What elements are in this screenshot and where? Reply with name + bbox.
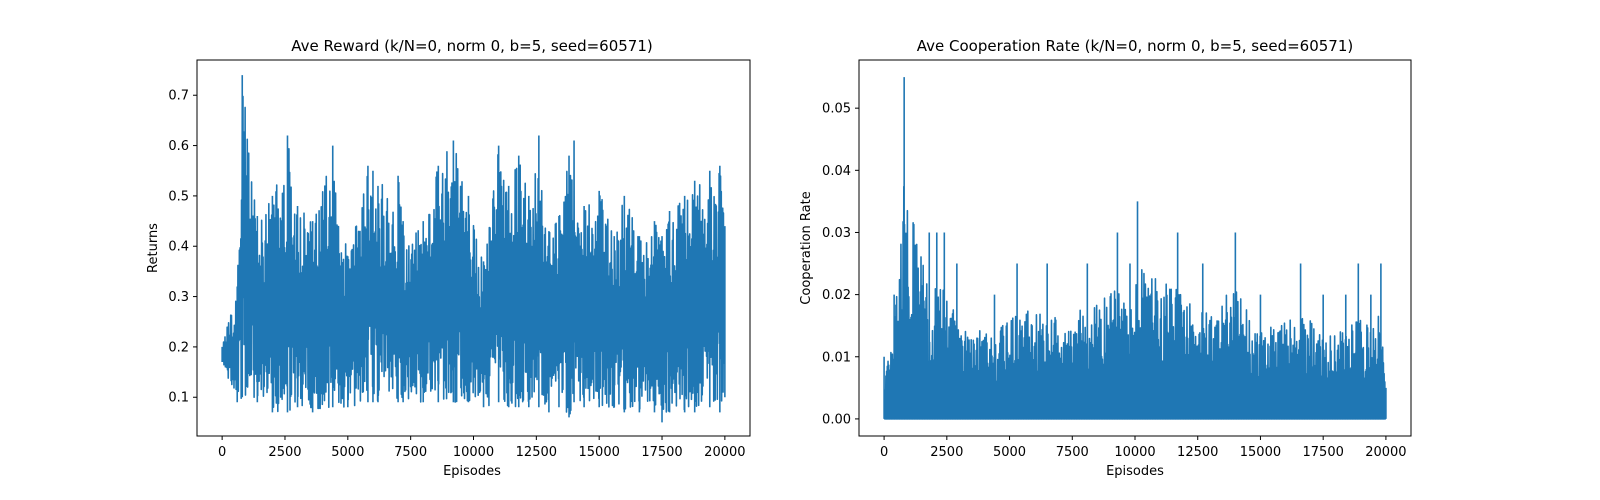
reward-x-tick-label: 2500: [268, 445, 301, 460]
cooperation-chart-title: Ave Cooperation Rate (k/N=0, norm 0, b=5…: [917, 37, 1353, 55]
cooperation-y-axis-label: Cooperation Rate: [799, 191, 814, 304]
cooperation-x-tick-label: 20000: [1365, 445, 1406, 460]
cooperation-series: [883, 77, 1387, 420]
reward-series: [221, 75, 726, 423]
cooperation-x-tick-label: 2500: [930, 445, 963, 460]
reward-chart-title: Ave Reward (k/N=0, norm 0, b=5, seed=605…: [291, 37, 653, 55]
reward-x-tick-label: 15000: [579, 445, 620, 460]
cooperation-x-tick-label: 10000: [1114, 445, 1155, 460]
cooperation-x-tick-label: 17500: [1303, 445, 1344, 460]
cooperation-x-axis-label: Episodes: [1106, 464, 1164, 479]
reward-chart: Ave Reward (k/N=0, norm 0, b=5, seed=605…: [146, 37, 751, 479]
cooperation-x-axis: 0 2500 5000 7500 10000 12500 15000 17500 20000: [880, 436, 1407, 460]
reward-x-tick-label: 12500: [516, 445, 557, 460]
reward-y-tick-label: 0.7: [168, 89, 189, 104]
reward-y-tick-label: 0.4: [168, 240, 189, 255]
cooperation-x-tick-label: 12500: [1177, 445, 1218, 460]
reward-y-axis-label: Returns: [146, 223, 161, 273]
cooperation-y-tick-label: 0.01: [822, 350, 851, 365]
reward-x-tick-label: 5000: [331, 445, 364, 460]
reward-y-axis: 0.1 0.2 0.3 0.4 0.5 0.6 0.7: [168, 89, 197, 406]
reward-y-tick-label: 0.3: [168, 290, 189, 305]
reward-x-tick-label: 10000: [453, 445, 494, 460]
reward-series-line: [221, 75, 726, 423]
reward-x-axis-label: Episodes: [443, 464, 501, 479]
cooperation-y-tick-label: 0.00: [822, 412, 851, 427]
reward-x-axis: 0 2500 5000 7500 10000 12500 15000 17500 20000: [218, 436, 746, 460]
reward-y-tick-label: 0.5: [168, 189, 189, 204]
cooperation-y-axis: 0.00 0.01 0.02 0.03 0.04 0.05: [822, 102, 859, 427]
cooperation-y-tick-label: 0.03: [822, 226, 851, 241]
cooperation-x-tick-label: 0: [880, 445, 888, 460]
reward-x-tick-label: 0: [218, 445, 226, 460]
reward-x-tick-label: 20000: [704, 445, 745, 460]
cooperation-x-tick-label: 15000: [1240, 445, 1281, 460]
reward-y-tick-label: 0.6: [168, 139, 189, 154]
cooperation-x-tick-label: 7500: [1056, 445, 1089, 460]
reward-x-tick-label: 7500: [394, 445, 427, 460]
reward-x-tick-label: 17500: [641, 445, 682, 460]
cooperation-y-tick-label: 0.05: [822, 102, 851, 117]
cooperation-x-tick-label: 5000: [993, 445, 1026, 460]
cooperation-y-tick-label: 0.04: [822, 164, 851, 179]
reward-y-tick-label: 0.1: [168, 391, 189, 406]
reward-y-tick-label: 0.2: [168, 340, 189, 355]
cooperation-series-line: [883, 77, 1387, 420]
cooperation-chart: Ave Cooperation Rate (k/N=0, norm 0, b=5…: [799, 37, 1412, 479]
cooperation-y-tick-label: 0.02: [822, 288, 851, 303]
